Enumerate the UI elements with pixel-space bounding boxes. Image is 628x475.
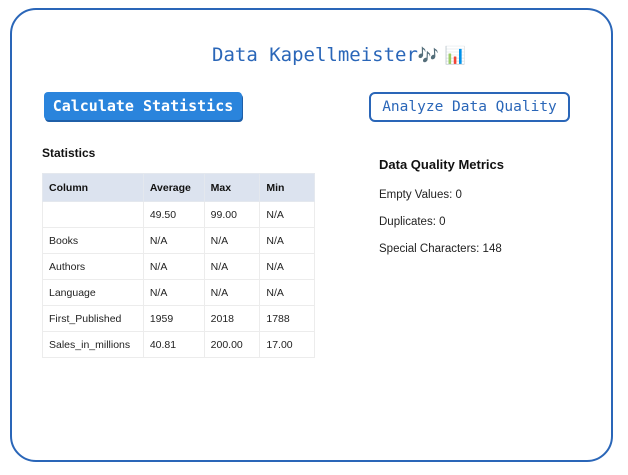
table-cell: N/A — [203, 279, 261, 306]
table-cell: N/A — [259, 279, 315, 306]
data-quality-heading: Data Quality Metrics — [379, 157, 504, 172]
table-cell: N/A — [142, 253, 205, 280]
column-header: Min — [259, 173, 315, 202]
duplicates-metric: Duplicates: 0 — [379, 216, 446, 228]
statistics-heading: Statistics — [42, 146, 96, 160]
table-row: Language N/A N/A N/A — [42, 279, 315, 306]
table-cell: 49.50 — [142, 201, 205, 228]
table-row: Authors N/A N/A N/A — [42, 253, 315, 280]
table-cell: Authors — [42, 253, 144, 280]
table-cell: N/A — [203, 253, 261, 280]
table-cell: Sales_in_millions — [42, 331, 144, 358]
table-cell: N/A — [203, 227, 261, 254]
column-header: Column — [42, 173, 144, 202]
table-cell: N/A — [259, 253, 315, 280]
table-cell: 1959 — [142, 305, 205, 332]
app-title-text: Data Kapellmeister — [212, 44, 418, 66]
empty-values-metric: Empty Values: 0 — [379, 189, 462, 201]
calculate-statistics-button[interactable]: Calculate Statistics — [44, 92, 242, 120]
table-cell: Language — [42, 279, 144, 306]
music-chart-emoji-icon: 🎶 📊 — [417, 46, 466, 66]
table-cell: N/A — [259, 201, 315, 228]
table-cell: 17.00 — [259, 331, 315, 358]
table-cell: N/A — [142, 227, 205, 254]
table-header-row: Column Average Max Min — [42, 173, 315, 202]
table-cell: 2018 — [203, 305, 261, 332]
table-cell: 40.81 — [142, 331, 205, 358]
table-cell: First_Published — [42, 305, 144, 332]
table-cell: N/A — [259, 227, 315, 254]
statistics-table: Column Average Max Min 49.50 99.00 N/A B… — [42, 173, 315, 358]
table-cell: 200.00 — [203, 331, 261, 358]
table-row: First_Published 1959 2018 1788 — [42, 305, 315, 332]
column-header: Max — [203, 173, 261, 202]
table-cell: Books — [42, 227, 144, 254]
app-title: Data Kapellmeister🎶 📊 — [212, 43, 466, 68]
table-row: 49.50 99.00 N/A — [42, 201, 315, 228]
table-cell — [42, 201, 144, 228]
table-cell: N/A — [142, 279, 205, 306]
special-characters-metric: Special Characters: 148 — [379, 243, 502, 255]
table-row: Books N/A N/A N/A — [42, 227, 315, 254]
table-row: Sales_in_millions 40.81 200.00 17.00 — [42, 331, 315, 358]
analyze-data-quality-button[interactable]: Analyze Data Quality — [369, 92, 570, 122]
table-cell: 1788 — [259, 305, 315, 332]
table-cell: 99.00 — [203, 201, 261, 228]
column-header: Average — [142, 173, 205, 202]
